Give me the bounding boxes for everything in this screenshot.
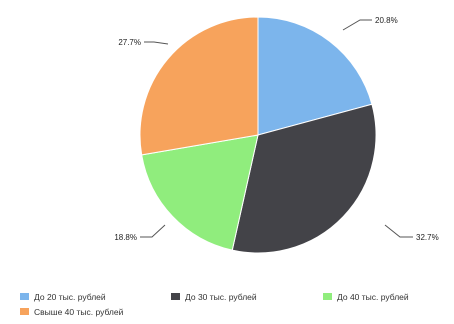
pie-slice-3	[141, 134, 259, 251]
pie-slices	[139, 16, 377, 254]
legend-item-3[interactable]: До 40 тыс. рублей	[323, 292, 409, 302]
legend-swatch-4	[20, 308, 29, 315]
data-label-1: 20.8%	[375, 16, 398, 25]
legend-swatch-1	[20, 293, 29, 300]
leader-line-1	[342, 19, 372, 31]
legend-swatch-3	[323, 293, 332, 300]
leader-line-3	[140, 224, 166, 238]
leader-line-2	[384, 224, 413, 238]
legend-label-4: Свыше 40 тыс. рублей	[34, 307, 124, 317]
leader-lines	[140, 19, 413, 238]
data-labels: 20.8% 32.7% 18.8% 27.7%	[114, 16, 438, 242]
data-label-3: 18.8%	[114, 233, 137, 242]
pie-slice-4	[139, 16, 259, 156]
leader-line-4	[144, 41, 169, 45]
legend: До 20 тыс. рублей До 30 тыс. рублей До 40 …	[20, 292, 409, 317]
pie-slice-2	[231, 103, 377, 254]
legend-label-2: До 30 тыс. рублей	[185, 292, 257, 302]
pie-slice-1	[257, 16, 373, 136]
legend-label-3: До 40 тыс. рублей	[337, 292, 409, 302]
legend-swatch-2	[171, 293, 180, 300]
legend-item-4[interactable]: Свыше 40 тыс. рублей	[20, 307, 124, 317]
data-label-4: 27.7%	[118, 38, 141, 47]
legend-label-1: До 20 тыс. рублей	[34, 292, 106, 302]
legend-item-1[interactable]: До 20 тыс. рублей	[20, 292, 106, 302]
legend-item-2[interactable]: До 30 тыс. рублей	[171, 292, 257, 302]
data-label-2: 32.7%	[416, 233, 439, 242]
